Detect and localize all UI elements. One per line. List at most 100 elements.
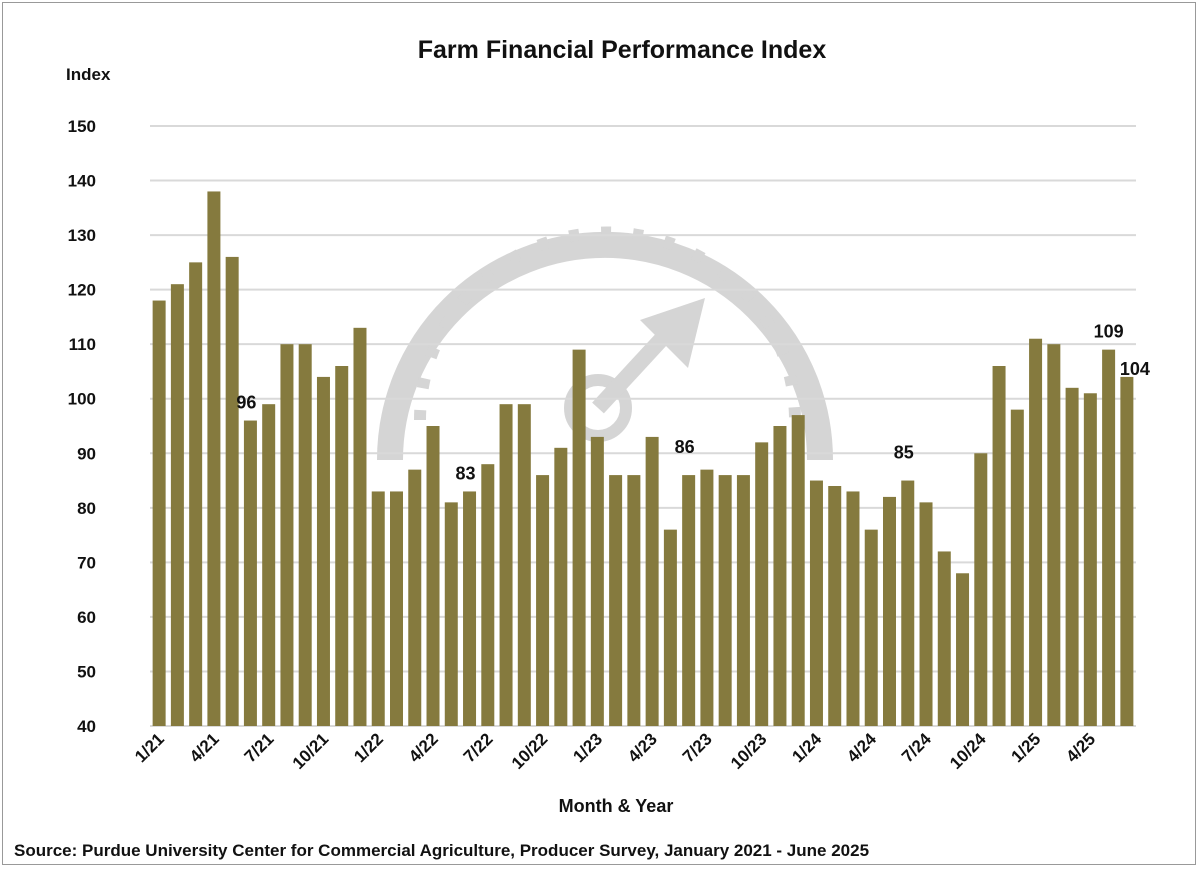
y-tick-label: 150 — [68, 117, 96, 136]
y-tick-label: 110 — [69, 335, 96, 354]
x-tick-label: 10/23 — [727, 729, 771, 773]
bar-12/24 — [1010, 409, 1024, 726]
bar-12/23 — [791, 415, 805, 726]
y-tick-label: 100 — [68, 390, 96, 409]
bar-4/24 — [864, 529, 878, 726]
x-tick-label: 7/22 — [460, 729, 497, 766]
bar-4/21 — [207, 191, 221, 727]
bar-2/24 — [828, 486, 842, 726]
x-tick-label: 7/23 — [679, 729, 716, 766]
bar-11/23 — [773, 426, 787, 726]
y-axis-label: Index — [66, 65, 111, 84]
y-tick-label: 60 — [77, 608, 96, 627]
bar-7/21 — [262, 404, 276, 726]
data-label: 85 — [894, 443, 914, 463]
x-tick-label: 10/24 — [946, 729, 990, 773]
bar-1/23 — [590, 436, 604, 726]
bar-6/21 — [243, 420, 257, 726]
bar-11/22 — [554, 447, 568, 726]
bar-2/25 — [1047, 344, 1061, 726]
x-tick-label: 7/24 — [898, 729, 935, 766]
bar-3/22 — [408, 469, 422, 726]
bar-9/23 — [736, 475, 750, 726]
bar-12/21 — [353, 327, 367, 726]
bar-2/22 — [390, 491, 403, 726]
data-label: 83 — [456, 463, 476, 483]
data-label: 96 — [236, 393, 256, 413]
bars — [152, 191, 1134, 727]
bar-9/24 — [956, 573, 970, 726]
bar-8/21 — [280, 344, 294, 726]
gridlines — [150, 125, 1136, 727]
x-axis-ticks: 1/21 4/21 7/21 10/21 1/22 4/22 7/22 10/22 1/23 4/… — [131, 729, 1099, 773]
data-label: 104 — [1120, 359, 1150, 379]
bar-4/22 — [426, 426, 440, 726]
y-tick-label: 140 — [68, 172, 96, 191]
x-tick-label: 4/21 — [186, 729, 223, 766]
y-tick-label: 90 — [77, 444, 96, 463]
bar-5/21 — [225, 256, 239, 726]
data-labels: 96 83 86 85 109 104 — [236, 322, 1149, 484]
x-tick-label: 4/23 — [624, 729, 661, 766]
x-tick-label: 7/21 — [241, 729, 278, 766]
y-axis-ticks: 40 50 60 70 80 90 100 110 120 130 140 150 — [68, 117, 96, 736]
bar-2/23 — [609, 475, 623, 726]
y-tick-label: 70 — [77, 553, 96, 572]
data-label: 109 — [1094, 322, 1124, 342]
y-tick-label: 40 — [77, 717, 96, 736]
bar-11/24 — [992, 366, 1006, 726]
bar-10/23 — [755, 442, 769, 726]
y-tick-label: 80 — [77, 499, 96, 518]
bar-10/22 — [536, 475, 550, 726]
x-tick-label: 1/23 — [569, 729, 606, 766]
y-tick-label: 50 — [77, 662, 96, 681]
bar-4/25 — [1083, 393, 1097, 726]
bar-9/21 — [298, 344, 312, 726]
bar-2/21 — [170, 284, 184, 726]
bar-8/23 — [718, 475, 732, 726]
y-tick-label: 120 — [68, 281, 96, 300]
bar-3/21 — [189, 262, 203, 726]
bar-1/21 — [152, 300, 166, 726]
bar-7/23 — [700, 469, 714, 726]
bar-1/25 — [1029, 338, 1043, 726]
bar-8/24 — [937, 551, 951, 726]
x-tick-label: 4/25 — [1062, 729, 1099, 766]
bar-10/21 — [316, 376, 330, 726]
bar-1/22 — [371, 491, 385, 726]
bar-7/22 — [481, 464, 495, 726]
x-tick-label: 4/22 — [405, 729, 442, 766]
bar-6/22 — [463, 491, 477, 726]
x-tick-label: 10/22 — [508, 729, 552, 773]
bar-4/23 — [645, 436, 659, 726]
x-tick-label: 4/24 — [843, 729, 880, 766]
bar-5/25 — [1102, 349, 1116, 726]
bar-5/22 — [444, 502, 458, 726]
bar-10/24 — [974, 453, 988, 726]
source-note: Source: Purdue University Center for Com… — [14, 841, 869, 860]
x-tick-label: 1/21 — [131, 729, 168, 766]
bar-6/24 — [901, 480, 915, 726]
chart-title: Farm Financial Performance Index — [418, 36, 827, 64]
x-tick-label: 1/24 — [788, 729, 825, 766]
bar-3/25 — [1065, 387, 1079, 726]
x-tick-label: 1/25 — [1008, 729, 1045, 766]
bar-9/22 — [517, 404, 531, 726]
bar-12/22 — [572, 349, 586, 726]
bar-3/23 — [627, 475, 641, 726]
x-tick-label: 10/21 — [289, 729, 333, 773]
bar-6/23 — [682, 475, 696, 726]
bar-5/24 — [883, 496, 896, 726]
bar-8/22 — [499, 404, 513, 726]
x-axis-label: Month & Year — [559, 796, 674, 816]
data-label: 86 — [675, 437, 695, 457]
bar-1/24 — [809, 480, 823, 726]
watermark-gauge-logo — [377, 226, 833, 461]
x-tick-label: 1/22 — [350, 729, 387, 766]
bar-6/25 — [1120, 376, 1134, 726]
y-tick-label: 130 — [68, 226, 96, 245]
bar-7/24 — [919, 502, 933, 726]
bar-5/23 — [663, 529, 677, 726]
